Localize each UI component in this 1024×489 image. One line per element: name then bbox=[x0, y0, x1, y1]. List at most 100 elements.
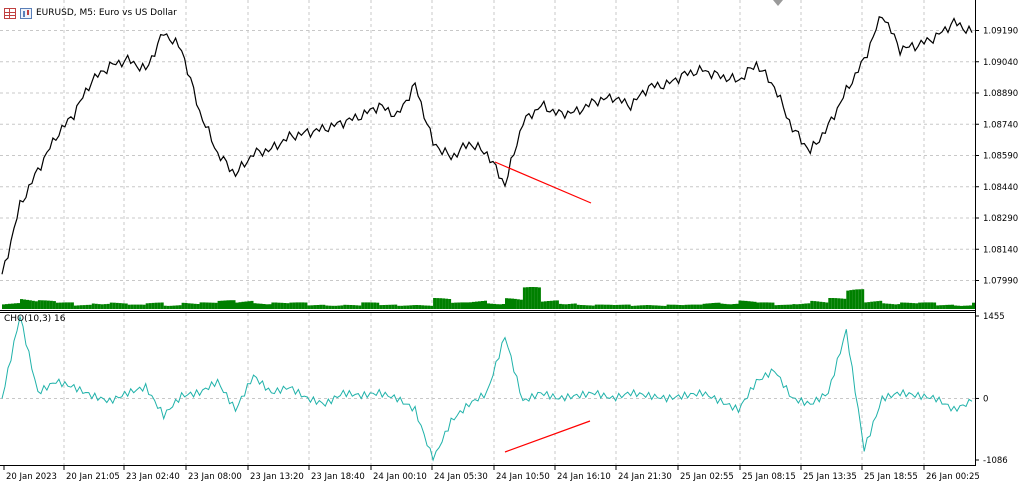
volume-bar bbox=[846, 290, 850, 309]
volume-bar bbox=[511, 298, 514, 309]
volume-bar bbox=[549, 300, 553, 309]
volume-bar bbox=[391, 304, 395, 309]
volume-bar bbox=[819, 301, 823, 309]
volume-bar bbox=[475, 301, 478, 309]
volume-bar bbox=[966, 305, 969, 309]
volume-bar bbox=[307, 305, 311, 309]
volume-bar bbox=[801, 303, 805, 309]
volume-bar bbox=[328, 305, 332, 309]
volume-bar bbox=[570, 303, 574, 309]
volume-bar bbox=[723, 303, 727, 309]
volume-bar bbox=[193, 303, 197, 309]
volume-bar bbox=[972, 302, 975, 309]
volume-bar bbox=[103, 304, 107, 309]
volume-bar bbox=[804, 303, 808, 309]
volume-bar bbox=[127, 304, 131, 309]
volume-bar bbox=[310, 305, 314, 309]
volume-bar bbox=[606, 304, 610, 309]
volume-bar bbox=[17, 303, 20, 309]
time-tick-label: 25 Jan 02:55 bbox=[680, 472, 734, 482]
volume-bar bbox=[777, 305, 781, 309]
volume-bar bbox=[651, 305, 655, 309]
price-tick-label: 1.07990 bbox=[983, 277, 1018, 287]
volume-bar bbox=[792, 304, 796, 309]
volume-bar bbox=[82, 305, 86, 309]
time-tick-label: 25 Jan 18:55 bbox=[864, 472, 918, 482]
volume-bar bbox=[388, 304, 392, 309]
volume-bar bbox=[181, 302, 185, 309]
price-tick-label: 1.09040 bbox=[983, 58, 1018, 68]
symbol-title: EURUSD, M5: Euro vs US Dollar bbox=[36, 8, 177, 18]
volume-bar bbox=[945, 304, 949, 309]
data-window-icon[interactable] bbox=[4, 7, 16, 19]
volume-bar bbox=[903, 302, 907, 309]
volume-bar bbox=[481, 301, 484, 309]
volume-bar bbox=[301, 302, 305, 309]
volume-bar bbox=[382, 305, 386, 309]
volume-bar bbox=[681, 305, 685, 309]
volume-bar bbox=[672, 304, 676, 309]
volume-bar bbox=[522, 287, 526, 309]
volume-bar bbox=[88, 304, 92, 309]
time-tick-label: 23 Jan 18:40 bbox=[311, 472, 365, 482]
volume-bar bbox=[915, 303, 919, 309]
volume-bar bbox=[918, 302, 922, 309]
volume-bar bbox=[870, 301, 874, 309]
time-axis[interactable]: 20 Jan 2023 20 Jan 21:05 23 Jan 02:40 23 Ja… bbox=[3, 466, 980, 482]
volume-bar bbox=[843, 298, 847, 309]
volume-bar bbox=[424, 305, 428, 309]
volume-bar bbox=[546, 301, 550, 309]
time-tick-label: 23 Jan 13:20 bbox=[250, 472, 304, 482]
volume-bar bbox=[202, 302, 206, 309]
volume-bar bbox=[858, 289, 862, 309]
volume-bar bbox=[663, 305, 667, 309]
volume-bar bbox=[582, 305, 586, 309]
volume-bar bbox=[283, 303, 287, 309]
volume-bar bbox=[343, 304, 347, 309]
time-tick-label: 25 Jan 13:35 bbox=[803, 472, 857, 482]
volume-bar bbox=[852, 289, 856, 309]
volume-bar bbox=[759, 302, 763, 309]
volume-bar bbox=[543, 301, 547, 309]
volume-bar bbox=[394, 304, 398, 309]
volume-bar bbox=[678, 305, 682, 309]
volume-bar bbox=[409, 305, 413, 309]
volume-bar bbox=[508, 298, 511, 309]
volume-bar bbox=[472, 301, 475, 309]
volume-bar bbox=[669, 304, 673, 309]
volume-bar bbox=[151, 302, 155, 309]
volume-bar bbox=[744, 300, 748, 309]
chart-type-icon[interactable] bbox=[20, 7, 32, 19]
volume-bar bbox=[448, 299, 452, 309]
volume-bar bbox=[519, 299, 523, 309]
volume-bar bbox=[786, 304, 790, 309]
volume-bar bbox=[205, 302, 209, 309]
indicator-line bbox=[1, 314, 973, 462]
volume-bar bbox=[373, 302, 377, 309]
volume-bar bbox=[319, 304, 323, 309]
volume-bar bbox=[822, 302, 826, 309]
volume-bar bbox=[502, 304, 505, 309]
volume-bar bbox=[463, 302, 466, 309]
volume-bar bbox=[756, 302, 760, 309]
volume-bar bbox=[325, 305, 329, 309]
time-tick-label: 26 Jan 00:25 bbox=[926, 472, 980, 482]
price-divergence-line[interactable] bbox=[494, 161, 592, 204]
volume-bar bbox=[313, 305, 317, 309]
time-tick-label: 24 Jan 16:10 bbox=[557, 472, 611, 482]
indicator-axis[interactable]: 1455 0 -1086 bbox=[975, 312, 1008, 466]
volume-bar bbox=[14, 303, 17, 309]
volume-bar bbox=[615, 304, 619, 309]
volume-bar bbox=[457, 302, 461, 309]
volume-bar bbox=[43, 300, 47, 309]
volume-bar bbox=[864, 302, 868, 309]
indicator-divergence-line[interactable] bbox=[504, 420, 591, 453]
volume-bar bbox=[855, 289, 859, 309]
chart-shift-marker-icon[interactable] bbox=[773, 0, 783, 6]
price-axis[interactable]: 1.09190 1.09040 1.08890 1.08740 1.08590 1.084… bbox=[975, 27, 1018, 287]
volume-bar bbox=[840, 298, 844, 309]
volume-bar bbox=[2, 304, 5, 309]
volume-bar bbox=[828, 298, 832, 309]
volume-bar bbox=[355, 305, 359, 309]
